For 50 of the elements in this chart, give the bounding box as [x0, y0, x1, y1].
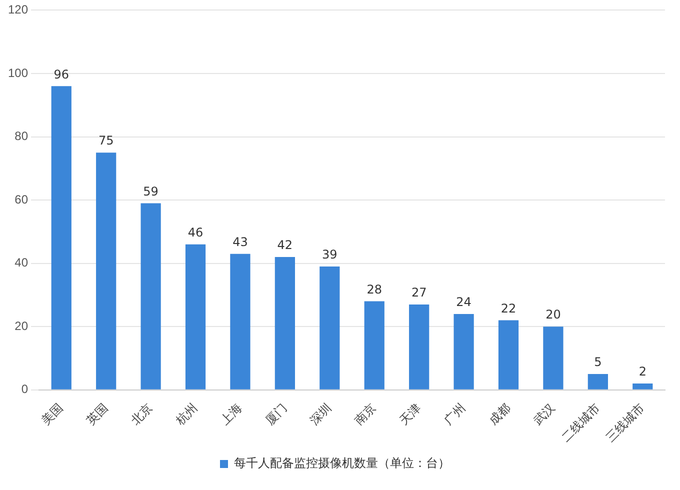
bar — [632, 384, 653, 390]
data-label: 2 — [638, 364, 646, 379]
bar — [96, 152, 116, 390]
data-label: 59 — [143, 184, 158, 198]
data-label: 28 — [366, 282, 382, 296]
x-tick-label: 成都 — [486, 400, 513, 428]
bar — [51, 86, 72, 390]
bar — [498, 320, 519, 390]
bar — [320, 266, 340, 390]
y-tick-label: 60 — [14, 192, 28, 206]
x-tick-label: 厦门 — [262, 400, 290, 428]
bar — [543, 326, 564, 390]
x-tick-label: 南京 — [352, 400, 379, 428]
data-label: 75 — [98, 134, 114, 148]
y-tick-label: 120 — [8, 2, 28, 17]
y-tick-label: 0 — [21, 382, 28, 396]
y-tick-label: 20 — [14, 318, 28, 333]
data-label: 20 — [546, 308, 561, 322]
data-label: 43 — [232, 234, 248, 249]
bar — [588, 374, 608, 390]
bar — [274, 256, 295, 390]
data-label: 42 — [277, 238, 293, 252]
bar — [364, 301, 384, 390]
y-tick-label: 100 — [8, 66, 28, 80]
bar — [140, 203, 161, 390]
x-tick-label: 武汉 — [530, 400, 558, 428]
bar — [454, 314, 474, 390]
x-tick-label: 广州 — [441, 400, 468, 428]
x-tick-label: 二线城市 — [558, 400, 602, 444]
x-tick-label: 英国 — [84, 400, 111, 428]
bar — [185, 244, 206, 390]
legend-label: 每千人配备监控摄像机数量（单位：台） — [234, 456, 450, 470]
x-tick-label: 三线城市 — [603, 400, 648, 444]
y-tick-label: 80 — [14, 129, 28, 144]
y-tick-label: 40 — [14, 256, 28, 270]
x-tick-label: 上海 — [218, 400, 245, 428]
x-tick-label: 北京 — [128, 400, 156, 428]
data-label: 46 — [188, 225, 204, 240]
data-label: 22 — [500, 301, 516, 316]
data-label: 5 — [594, 355, 602, 370]
x-tick-label: 美国 — [38, 400, 66, 428]
x-tick-label: 杭州 — [172, 400, 200, 428]
data-label: 24 — [456, 295, 472, 310]
data-label: 39 — [322, 248, 338, 262]
bar — [230, 254, 250, 390]
data-label: 27 — [411, 286, 427, 300]
x-tick-label: 深圳 — [307, 400, 334, 428]
x-tick-label: 天津 — [396, 400, 424, 428]
data-label: 96 — [54, 67, 70, 82]
bar — [409, 304, 430, 390]
